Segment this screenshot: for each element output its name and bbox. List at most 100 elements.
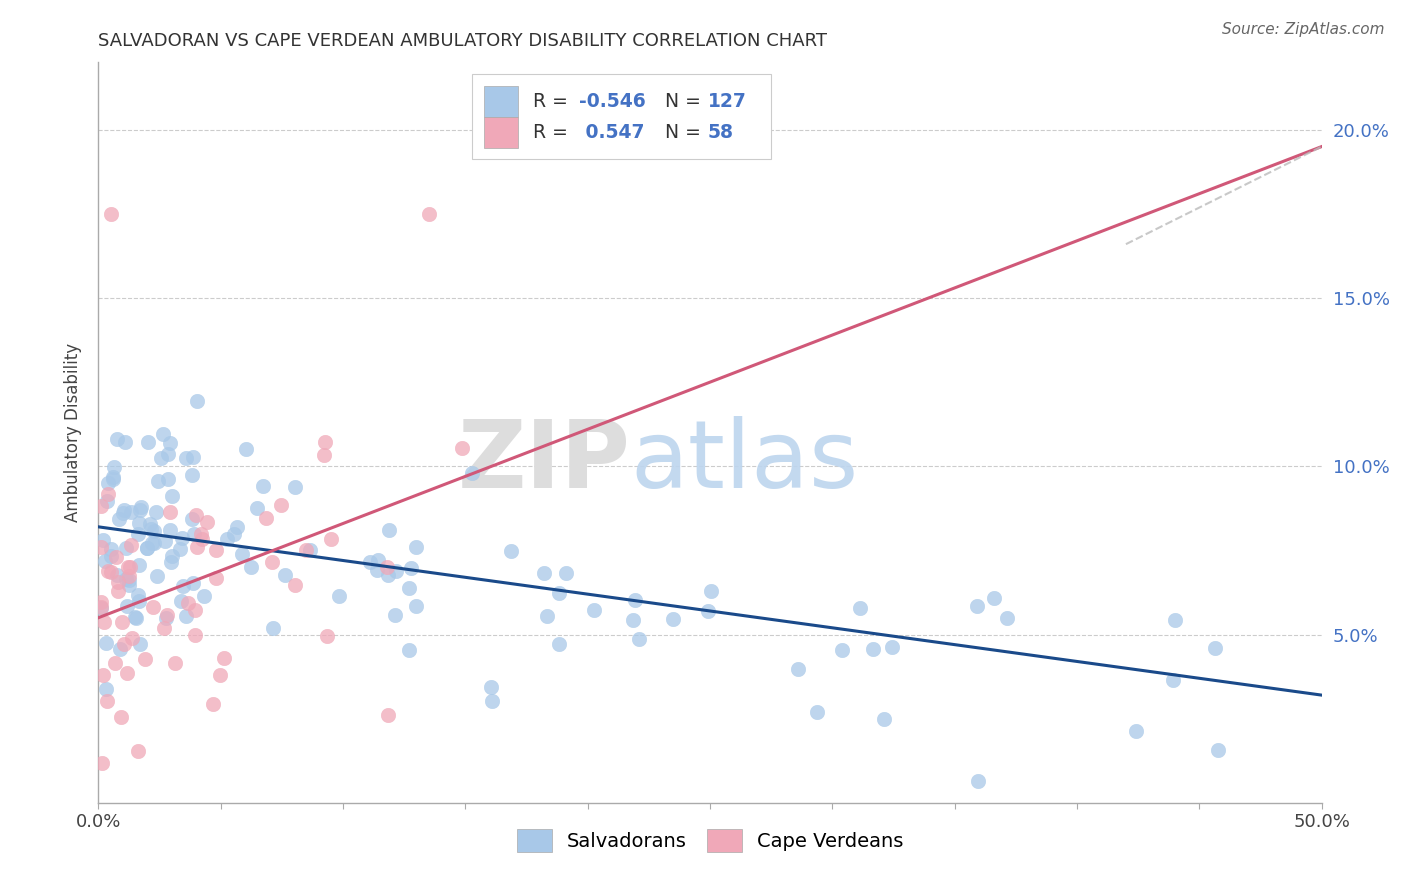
Point — [1163, 673, 1185, 687]
Point — [105, 432, 128, 446]
Point — [260, 556, 283, 570]
Point — [128, 594, 150, 608]
Point — [107, 583, 129, 598]
Point — [967, 773, 990, 788]
Point — [156, 472, 179, 486]
Point — [252, 479, 274, 493]
Text: R =: R = — [533, 92, 574, 112]
Point — [163, 657, 186, 671]
Point — [181, 450, 204, 465]
Point — [120, 538, 142, 552]
Point — [91, 533, 114, 547]
Point — [128, 516, 150, 530]
Point — [627, 632, 650, 647]
Point — [107, 575, 129, 590]
Point — [118, 573, 141, 587]
Point — [499, 544, 522, 558]
Point — [186, 394, 208, 409]
Point — [110, 710, 132, 724]
Point — [377, 567, 399, 582]
Point — [97, 564, 120, 578]
Point — [983, 591, 1005, 606]
Point — [262, 621, 284, 635]
Point — [138, 435, 160, 450]
Text: N =: N = — [652, 123, 706, 143]
Point — [181, 576, 204, 591]
Point — [90, 601, 112, 615]
Point — [193, 590, 215, 604]
Point — [862, 642, 884, 657]
Point — [204, 570, 226, 584]
Point — [107, 568, 129, 582]
Point — [181, 468, 204, 483]
Point — [662, 612, 685, 626]
Point — [115, 666, 138, 681]
Text: Source: ZipAtlas.com: Source: ZipAtlas.com — [1222, 22, 1385, 37]
Point — [481, 680, 503, 694]
Point — [111, 615, 134, 630]
Point — [103, 472, 125, 486]
Point — [270, 498, 292, 512]
Point — [299, 543, 322, 558]
Point — [624, 592, 647, 607]
Point — [1206, 743, 1229, 757]
Point — [97, 487, 120, 501]
Point — [153, 533, 176, 548]
Point — [143, 535, 166, 549]
Point — [153, 621, 176, 635]
FancyBboxPatch shape — [484, 87, 517, 117]
Point — [696, 604, 718, 618]
Point — [93, 615, 115, 629]
Point — [127, 527, 149, 541]
Point — [94, 681, 117, 696]
Point — [314, 448, 336, 462]
Point — [481, 694, 503, 708]
Point — [90, 540, 112, 554]
Text: SALVADORAN VS CAPE VERDEAN AMBULATORY DISABILITY CORRELATION CHART: SALVADORAN VS CAPE VERDEAN AMBULATORY DI… — [98, 32, 827, 50]
Point — [204, 543, 226, 558]
Point — [128, 558, 150, 573]
Point — [112, 637, 135, 651]
Point — [880, 640, 903, 655]
Point — [118, 560, 141, 574]
FancyBboxPatch shape — [484, 117, 517, 148]
Point — [254, 511, 277, 525]
Point — [172, 579, 194, 593]
Text: R =: R = — [533, 123, 574, 143]
Point — [141, 535, 163, 549]
Point — [174, 450, 197, 465]
Point — [100, 549, 122, 564]
Point — [149, 451, 172, 466]
Point — [108, 512, 131, 526]
Point — [582, 603, 605, 617]
Point — [160, 490, 183, 504]
Point — [873, 712, 896, 726]
Point — [554, 566, 576, 580]
Point — [117, 560, 139, 574]
Text: ZIP: ZIP — [457, 417, 630, 508]
Point — [108, 642, 131, 657]
Point — [405, 599, 427, 613]
Point — [831, 643, 853, 657]
Point — [118, 569, 141, 583]
Point — [128, 503, 150, 517]
Point — [184, 603, 207, 617]
Point — [159, 436, 181, 450]
Point — [112, 506, 135, 520]
Point — [124, 610, 146, 624]
Point — [231, 547, 253, 561]
Text: 58: 58 — [707, 123, 734, 143]
Point — [90, 595, 112, 609]
Point — [316, 629, 339, 643]
Point — [226, 520, 249, 534]
Point — [156, 608, 179, 623]
Point — [1164, 613, 1187, 627]
Point — [215, 532, 238, 546]
Point — [100, 207, 122, 221]
Point — [246, 501, 269, 516]
Point — [103, 459, 125, 474]
Point — [143, 524, 166, 538]
Point — [124, 611, 146, 625]
Text: 0.547: 0.547 — [579, 123, 644, 143]
Text: -0.546: -0.546 — [579, 92, 645, 112]
